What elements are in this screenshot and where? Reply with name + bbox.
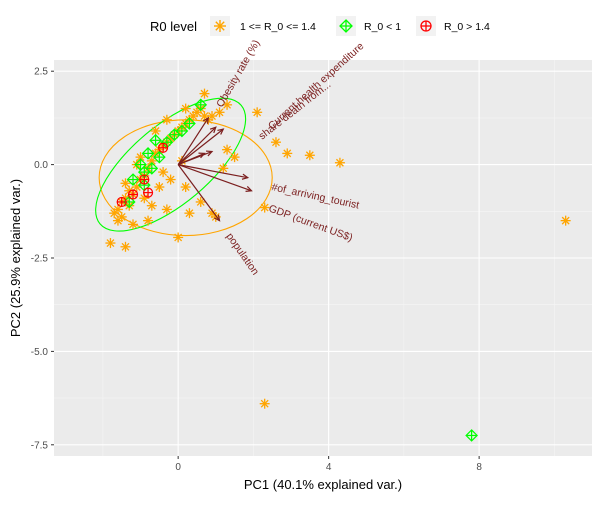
point-orange: [560, 215, 571, 226]
point-orange: [173, 232, 184, 243]
point-orange: [270, 137, 281, 148]
point-orange: [195, 196, 206, 207]
point-orange: [120, 178, 131, 189]
point-orange: [146, 200, 157, 211]
point-orange: [304, 150, 315, 161]
point-red: [139, 174, 150, 185]
point-orange: [112, 215, 123, 226]
point-orange: [180, 182, 191, 193]
point-orange: [282, 148, 293, 159]
point-orange: [105, 238, 116, 249]
loading-arrow: [177, 150, 214, 166]
asterisk-icon: [214, 20, 226, 32]
loading-arrow: [177, 128, 225, 166]
data-points: [105, 88, 571, 442]
legend-key-orange: [210, 16, 230, 36]
point-green: [141, 147, 155, 160]
circle-plus-icon: [420, 20, 432, 32]
point-orange: [259, 202, 270, 213]
point-orange: [165, 174, 176, 185]
point-orange: [214, 107, 225, 118]
y-tick-label: -7.5: [31, 440, 49, 451]
point-orange: [143, 215, 154, 226]
point-orange: [180, 103, 191, 114]
point-green: [149, 133, 162, 147]
legend-label-orange: 1 <= R_0 <= 1.4: [240, 21, 316, 33]
x-axis-label: PC1 (40.1% explained var.): [244, 477, 402, 492]
point-orange: [334, 157, 345, 168]
legend-label-green: R_0 < 1: [364, 21, 401, 33]
point-red: [142, 187, 154, 198]
point-orange: [218, 163, 229, 174]
point-orange: [199, 88, 210, 99]
point-green: [145, 161, 159, 175]
loading-arrow: [177, 116, 209, 165]
point-orange: [128, 219, 139, 230]
point-orange: [207, 111, 218, 122]
point-orange: [154, 182, 165, 193]
y-tick-label: 2.5: [34, 67, 48, 78]
y-axis: 2.5 0.0 -2.5 -5.0 -7.5: [31, 67, 54, 451]
y-axis-label: PC2 (25.9% explained var.): [8, 179, 23, 337]
point-red: [116, 196, 127, 208]
x-tick-label: 4: [326, 462, 332, 473]
point-orange: [259, 398, 270, 409]
legend: R0 level 1 <= R_0 <= 1.4 R_0 < 1: [150, 16, 490, 36]
point-green: [168, 128, 181, 142]
point-orange: [120, 241, 131, 252]
point-orange: [252, 107, 263, 118]
loading-arrows: [177, 116, 253, 222]
point-green: [175, 124, 189, 138]
point-orange: [222, 99, 233, 110]
point-green: [183, 117, 196, 130]
loading-arrow: [177, 126, 217, 166]
loading-arrow: [177, 164, 253, 192]
point-red: [127, 189, 139, 200]
point-orange: [158, 167, 169, 178]
point-red: [158, 142, 169, 153]
legend-title: R0 level: [150, 19, 197, 34]
point-orange: [109, 208, 120, 219]
point-green: [194, 98, 208, 112]
point-orange: [184, 208, 195, 219]
point-orange: [161, 114, 172, 125]
x-axis: 0 4 8: [175, 456, 482, 473]
point-orange: [161, 204, 172, 215]
x-tick-label: 0: [175, 462, 181, 473]
point-green: [126, 173, 140, 186]
legend-key-red: [416, 16, 436, 36]
diamond-plus-icon: [339, 19, 353, 33]
point-orange: [222, 144, 233, 155]
point-green: [465, 429, 478, 442]
ellipse-green: [95, 97, 247, 232]
legend-key-green: [336, 16, 356, 36]
y-tick-label: -2.5: [31, 254, 49, 265]
loading-arrow: [178, 164, 250, 180]
legend-label-red: R_0 > 1.4: [444, 21, 490, 33]
point-orange: [229, 152, 240, 163]
y-tick-label: -5.0: [31, 347, 49, 358]
point-green: [152, 150, 166, 164]
x-tick-label: 8: [476, 462, 482, 473]
loading-arrow: [177, 164, 221, 222]
y-tick-label: 0.0: [34, 160, 48, 171]
